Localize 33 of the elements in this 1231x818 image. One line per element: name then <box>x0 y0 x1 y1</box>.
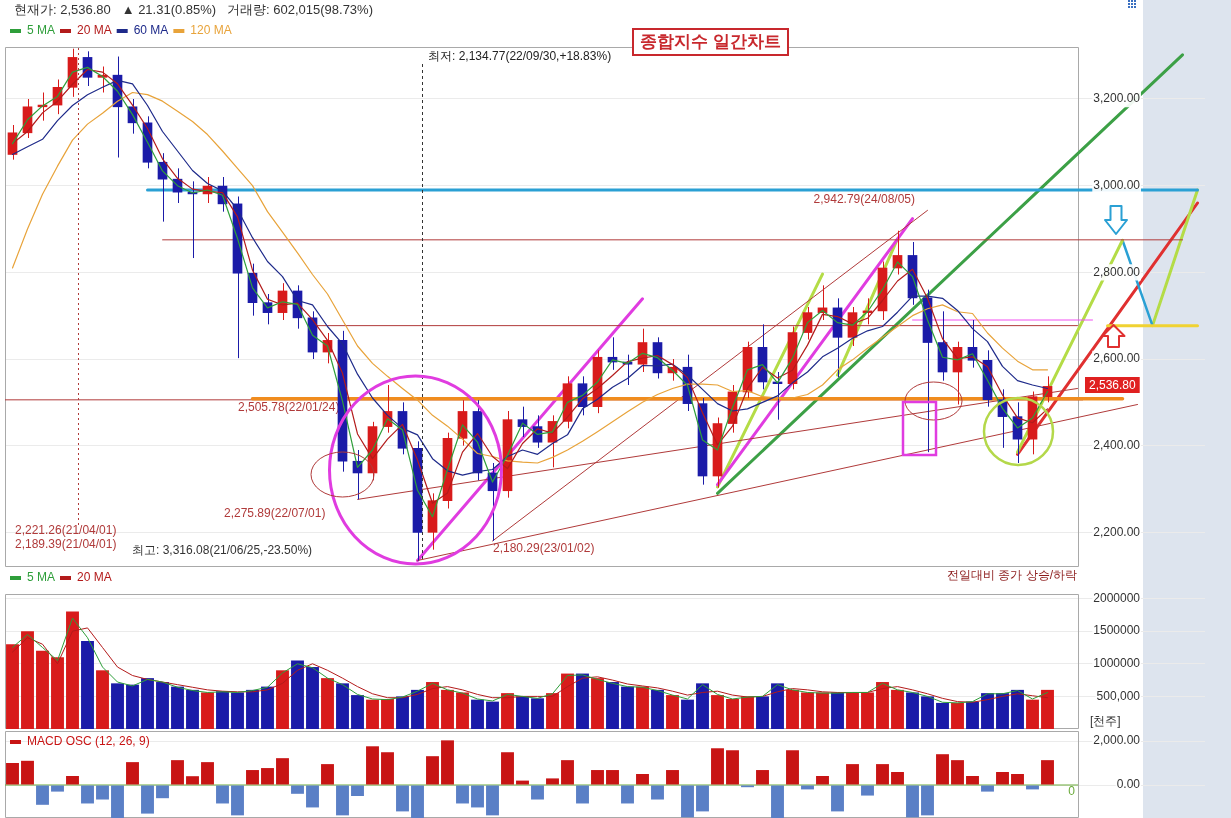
legend-label: 5 MA <box>27 23 56 38</box>
y-tick-label: 2,800.00 <box>1093 264 1141 279</box>
ref-line-label: 2,505.78(22/01/24) <box>238 400 340 415</box>
legend-label: 20 MA <box>77 23 112 38</box>
chart-subtitle: 현재가: 2,536.80 ▲ 21.31(0.85%) 거래량: 602,015(98.73%) <box>14 2 373 18</box>
legend-label: 5 MA <box>27 570 56 585</box>
annotation: 2,180.29(23/01/02) <box>493 541 595 556</box>
annotation: 2,942.79(24/08/05) <box>813 192 915 207</box>
legend-label: MACD OSC (12, 26, 9) <box>27 734 150 749</box>
y-tick-label: 1500000 <box>1093 623 1141 638</box>
annotation: 2,189.39(21/04/01) <box>15 537 117 552</box>
chart-title: 종합지수 일간차트 <box>632 28 789 56</box>
text: 전일대비 종가 상승/하락 <box>946 568 1077 583</box>
annotation: 2,275.89(22/07/01) <box>224 506 326 521</box>
annotation: 최저: 2,134.77(22/09/30,+18.83%) <box>428 49 612 64</box>
y-tick-label: 500,000 <box>1096 688 1141 703</box>
y-tick-label: 2,400.00 <box>1093 437 1141 452</box>
y-tick-label: 3,000.00 <box>1093 177 1141 192</box>
annotation: 최고: 3,316.08(21/06/25,-23.50%) <box>132 543 313 558</box>
y-tick-label: 2,000.00 <box>1093 733 1141 748</box>
y-axis-title: [천주] <box>1090 714 1121 729</box>
y-tick-label: 2000000 <box>1093 590 1141 605</box>
y-tick-label: 3,200.00 <box>1093 91 1141 106</box>
annotation: 2,536.80 <box>1089 377 1137 392</box>
y-tick-label: 2,600.00 <box>1093 351 1141 366</box>
y-tick-label: 2,200.00 <box>1093 524 1141 539</box>
y-tick-label: 1000000 <box>1093 656 1141 671</box>
annotation: 0 <box>1068 784 1076 799</box>
legend-label: 60 MA <box>133 23 169 38</box>
legend-label: 120 MA <box>190 23 232 38</box>
annotation: 2,221.26(21/04/01) <box>15 523 117 538</box>
legend-label: 20 MA <box>77 570 112 585</box>
y-tick-label: 0.00 <box>1116 777 1141 792</box>
